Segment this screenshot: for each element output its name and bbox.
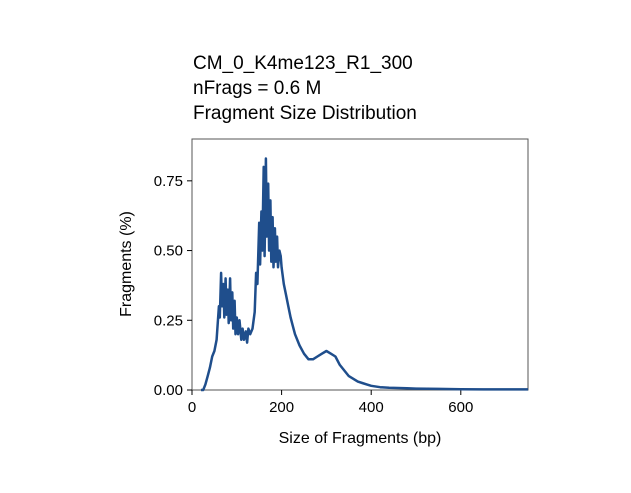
x-axis-label: Size of Fragments (bp) — [279, 430, 442, 447]
x-tick-label: 0 — [188, 399, 196, 416]
x-tick-label: 400 — [359, 399, 384, 416]
x-tick-label: 200 — [269, 399, 294, 416]
chart-title-line-1: CM_0_K4me123_R1_300 — [193, 53, 413, 74]
x-tick-label: 600 — [448, 399, 473, 416]
y-axis: 0.00 0.25 0.50 0.75 — [154, 173, 192, 399]
x-axis: 0 200 400 600 — [188, 390, 473, 416]
y-axis-label: Fragments (%) — [118, 211, 135, 317]
y-tick-label: 0.75 — [154, 173, 183, 190]
y-tick-label: 0.50 — [154, 243, 183, 260]
y-tick-label: 0.25 — [154, 312, 183, 329]
chart-title-line-3: Fragment Size Distribution — [193, 103, 417, 124]
plot-area-frame — [191, 138, 529, 391]
chart-title-line-2: nFrags = 0.6 M — [193, 78, 322, 99]
chart-title: CM_0_K4me123_R1_300 nFrags = 0.6 M Fragm… — [193, 51, 417, 126]
series-line — [201, 157, 528, 392]
y-tick-label: 0.00 — [154, 382, 183, 399]
